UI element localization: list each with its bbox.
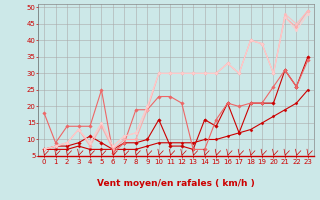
X-axis label: Vent moyen/en rafales ( km/h ): Vent moyen/en rafales ( km/h ) (97, 179, 255, 188)
